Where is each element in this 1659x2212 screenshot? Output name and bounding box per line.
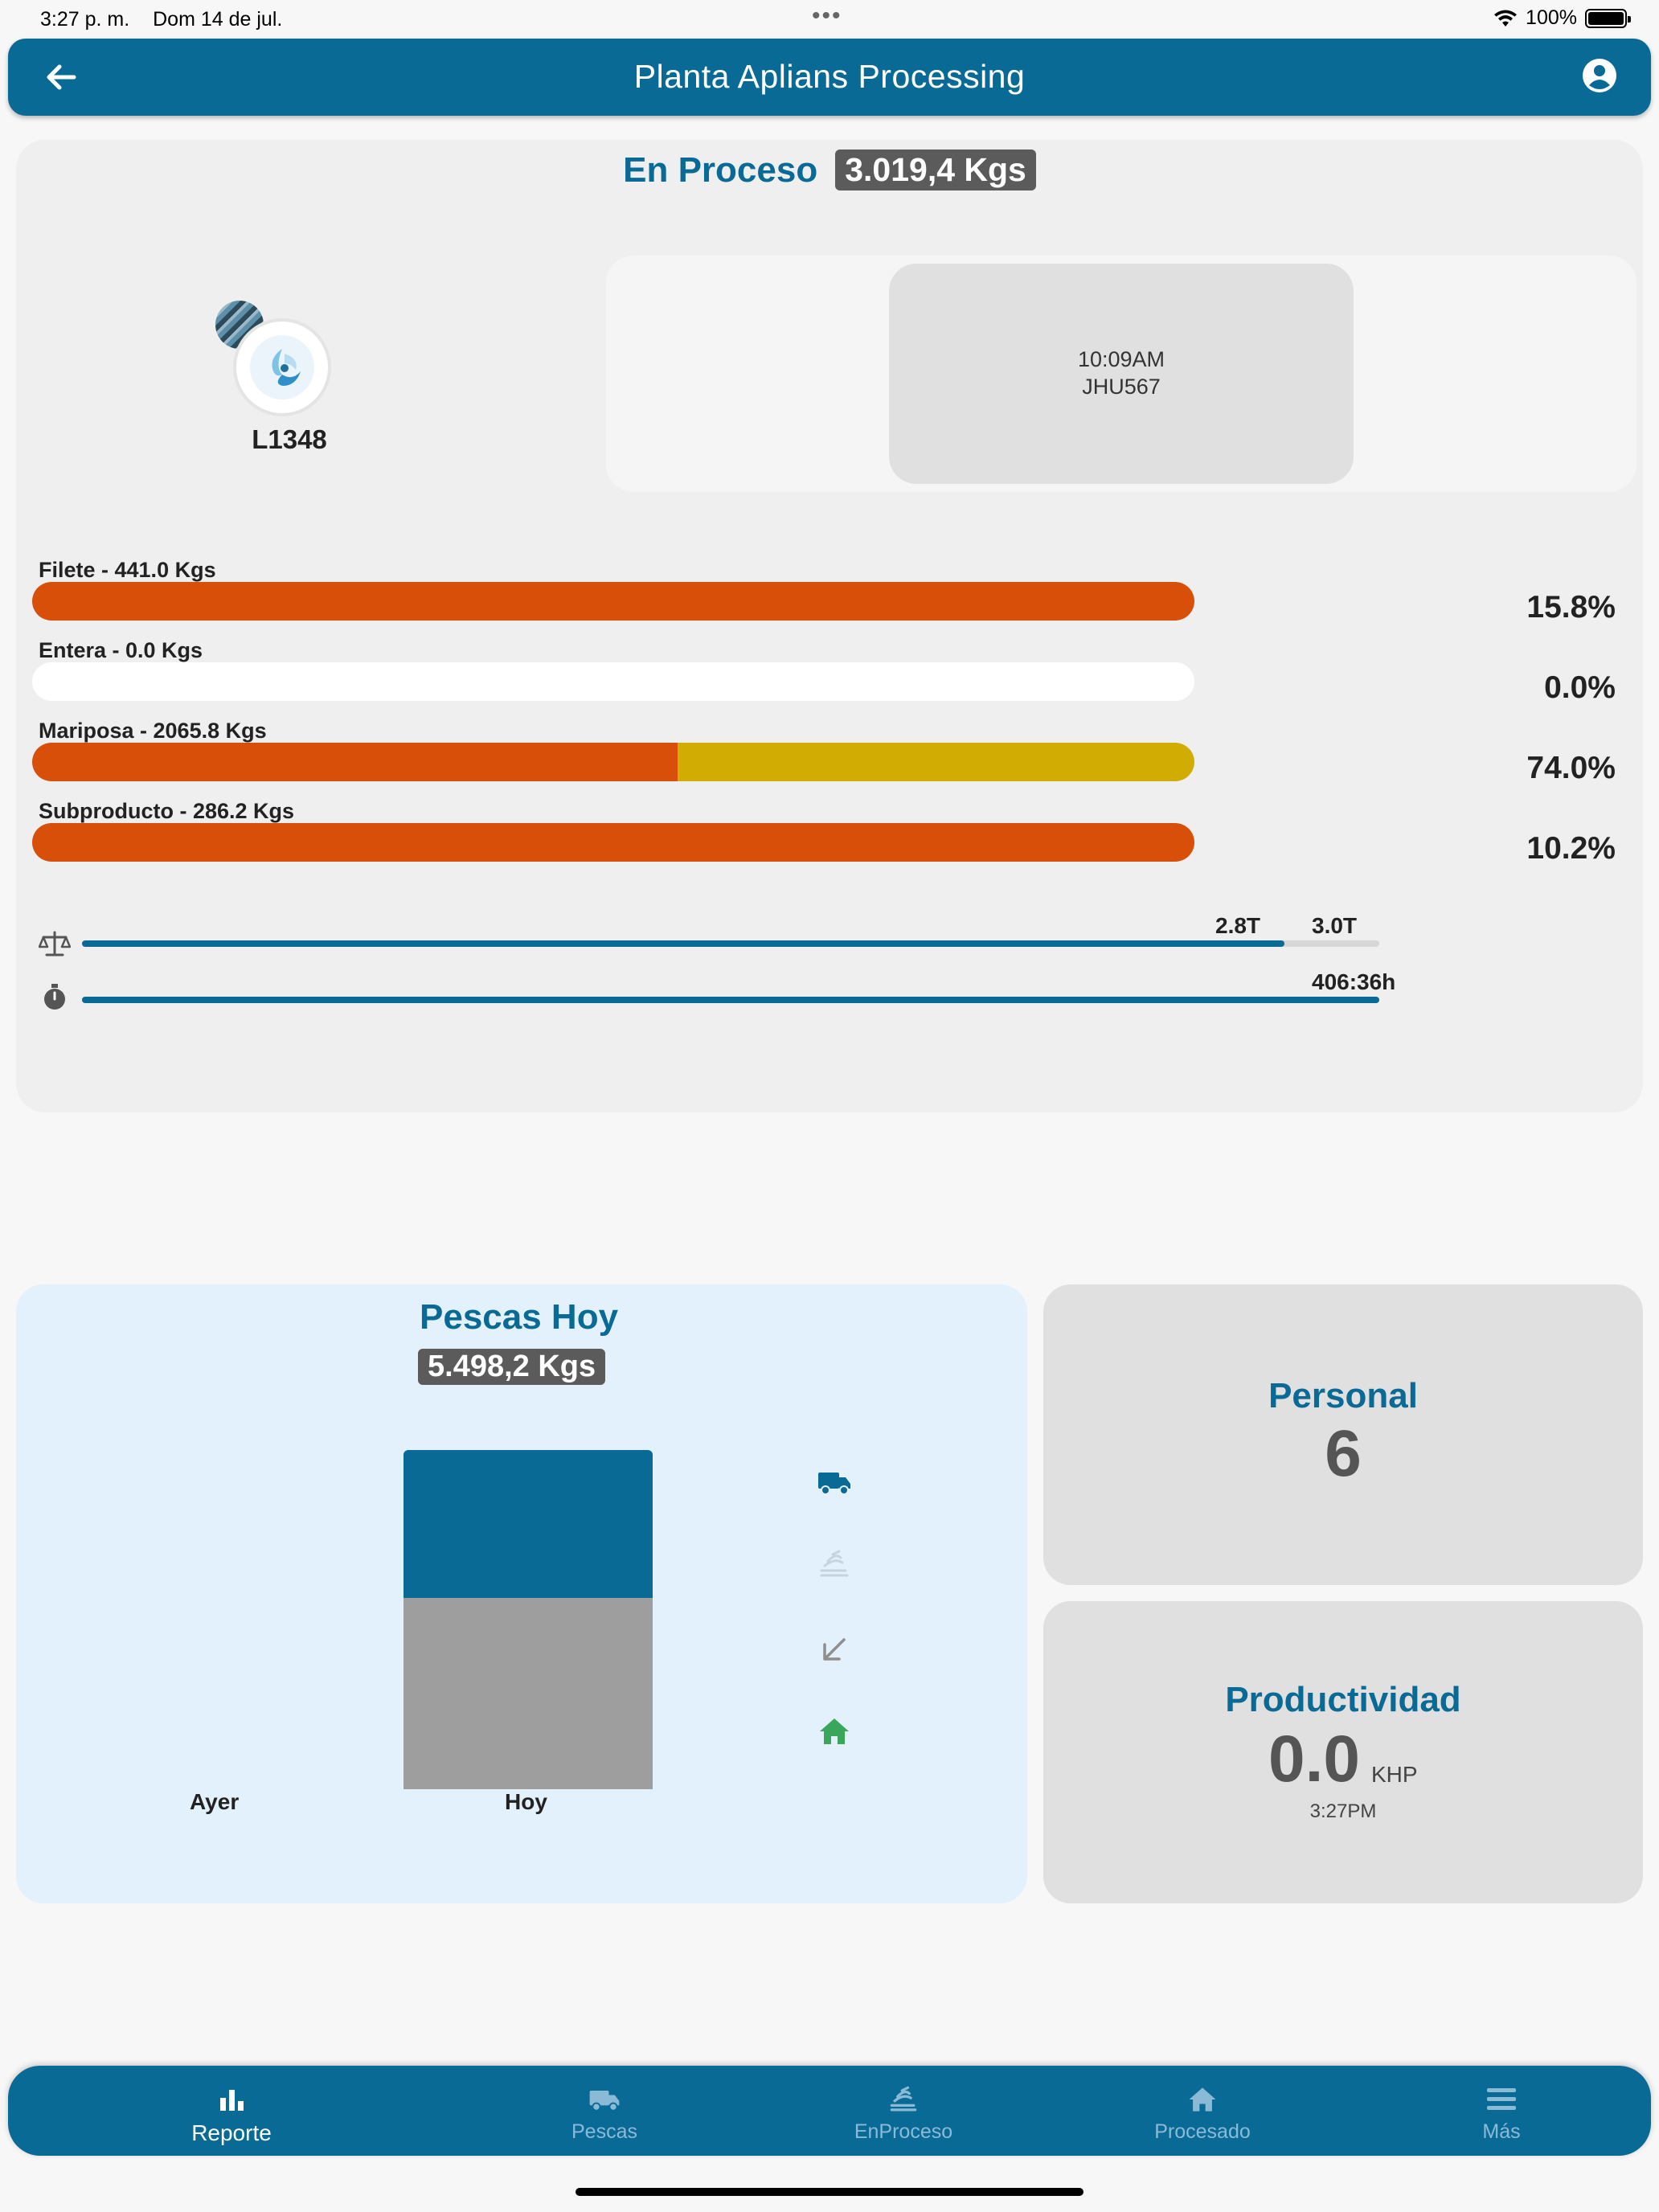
battery-percent: 100% — [1526, 6, 1577, 29]
nav-label: Procesado — [1154, 2120, 1251, 2143]
account-circle-icon[interactable] — [1580, 56, 1619, 95]
nav-label: Más — [1482, 2120, 1521, 2143]
page-title: Planta Aplians Processing — [633, 58, 1026, 95]
battery-icon — [1585, 8, 1631, 28]
product-row: Mariposa - 2065.8 Kgs 74.0% — [32, 719, 1640, 799]
product-label: Mariposa - 2065.8 Kgs — [39, 719, 267, 743]
productividad-unit: KHP — [1371, 1762, 1418, 1787]
nav-label: EnProceso — [854, 2120, 953, 2143]
in-process-card: En Proceso 3.019,4 Kgs L1348 10:09AM JHU… — [16, 140, 1643, 1112]
product-row: Subproducto - 286.2 Kgs 10.2% — [32, 799, 1640, 879]
nav-item-pescas[interactable]: Pescas — [516, 2082, 693, 2144]
personal-title: Personal — [1268, 1376, 1418, 1415]
truck-card[interactable]: 10:09AM JHU567 — [889, 264, 1354, 484]
pescas-total: 5.498,2 Kgs — [418, 1349, 606, 1385]
truck-plate: JHU567 — [1082, 375, 1161, 399]
product-row: Filete - 441.0 Kgs 15.8% — [32, 558, 1640, 638]
home-indicator[interactable] — [576, 2188, 1083, 2196]
truck-icon — [589, 2091, 620, 2112]
multitask-dots-icon[interactable]: ••• — [812, 2, 842, 29]
bar-chart-icon — [220, 2090, 244, 2111]
product-percent: 15.8% — [1526, 590, 1616, 625]
in-process-title: En Proceso — [623, 150, 818, 190]
back-arrow-icon[interactable] — [40, 56, 82, 98]
product-progress-bar — [32, 823, 1194, 862]
bar-hoy-segment-blue — [403, 1450, 653, 1599]
productividad-value: 0.0 — [1268, 1722, 1360, 1796]
truck-icon[interactable] — [815, 1463, 854, 1501]
status-bar: 3:27 p. m. Dom 14 de jul. ••• 100% — [0, 0, 1659, 39]
bar-hoy-segment-gray — [403, 1598, 653, 1789]
x-label-hoy: Hoy — [505, 1789, 547, 1814]
app-bar: Planta Aplians Processing — [8, 39, 1651, 116]
status-left: 3:27 p. m. Dom 14 de jul. — [40, 8, 300, 31]
nav-label: Reporte — [191, 2120, 272, 2145]
bar-segment-orange — [32, 743, 678, 781]
arrow-down-left-icon[interactable] — [815, 1630, 854, 1669]
product-percent: 10.2% — [1526, 831, 1616, 866]
weight-progress-bar — [82, 940, 1379, 947]
personal-count: 6 — [1325, 1417, 1362, 1490]
productividad-title: Productividad — [1225, 1680, 1461, 1719]
product-label: Filete - 441.0 Kgs — [39, 558, 216, 582]
productividad-card[interactable]: Productividad 0.0 KHP 3:27PM — [1043, 1601, 1643, 1903]
product-percent: 74.0% — [1526, 751, 1616, 785]
weight-current: 2.8T — [1215, 913, 1261, 938]
weight-progress-fill — [82, 940, 1285, 947]
product-label: Entera - 0.0 Kgs — [39, 638, 203, 662]
status-date: Dom 14 de jul. — [153, 8, 283, 31]
time-progress-fill — [82, 997, 1379, 1003]
bar-segment-orange — [32, 823, 1194, 862]
truck-area: 10:09AM JHU567 — [606, 256, 1636, 492]
home-icon[interactable] — [815, 1712, 854, 1751]
weight-target: 3.0T — [1312, 913, 1358, 938]
x-label-ayer: Ayer — [190, 1789, 240, 1814]
nav-item-enproceso[interactable]: EnProceso — [815, 2082, 992, 2144]
status-right: 100% — [1493, 6, 1631, 30]
stopwatch-icon — [44, 984, 65, 1010]
time-progress-bar — [82, 997, 1379, 1003]
productividad-time: 3:27PM — [1309, 1800, 1377, 1822]
personal-card[interactable]: Personal 6 — [1043, 1284, 1643, 1585]
product-bars: Filete - 441.0 Kgs 15.8% Entera - 0.0 Kg… — [32, 558, 1640, 879]
nav-item-reporte[interactable]: Reporte — [143, 2082, 320, 2146]
product-progress-bar — [32, 662, 1194, 701]
nav-label: Pescas — [571, 2120, 637, 2143]
bar-hoy — [403, 1450, 653, 1789]
bar-segment-gold — [677, 743, 1194, 781]
nav-item-procesado[interactable]: Procesado — [1114, 2082, 1291, 2144]
alevines-logo-icon — [233, 318, 331, 416]
bar-segment-orange — [32, 582, 1194, 621]
pescas-card[interactable]: Pescas Hoy 5.498,2 Kgs Ayer Hoy — [16, 1284, 1027, 1903]
product-row: Entera - 0.0 Kgs 0.0% — [32, 638, 1640, 719]
in-process-total: 3.019,4 Kgs — [835, 150, 1036, 190]
product-percent: 0.0% — [1544, 670, 1616, 705]
time-value: 406:36h — [1312, 969, 1396, 994]
pescas-title: Pescas Hoy — [420, 1297, 619, 1337]
home-icon — [1189, 2087, 1216, 2112]
product-progress-bar — [32, 743, 1194, 781]
nav-item-mas[interactable]: Más — [1413, 2082, 1590, 2144]
menu-icon — [1487, 2088, 1516, 2110]
wifi-icon — [1494, 10, 1518, 27]
bottom-nav: Reporte Pescas EnProceso Procesado Más — [8, 2066, 1651, 2156]
status-time: 3:27 p. m. — [40, 8, 130, 31]
scale-icon — [39, 931, 71, 956]
stacked-fish-icon[interactable] — [815, 1546, 854, 1585]
lot-number: L1348 — [252, 424, 327, 454]
in-process-header: En Proceso 3.019,4 Kgs — [16, 150, 1643, 190]
stacked-fish-icon — [890, 2086, 917, 2112]
supplier-logo[interactable] — [215, 301, 352, 429]
product-progress-bar — [32, 582, 1194, 621]
truck-arrival-time: 10:09AM — [1077, 347, 1165, 371]
product-label: Subproducto - 286.2 Kgs — [39, 799, 295, 823]
